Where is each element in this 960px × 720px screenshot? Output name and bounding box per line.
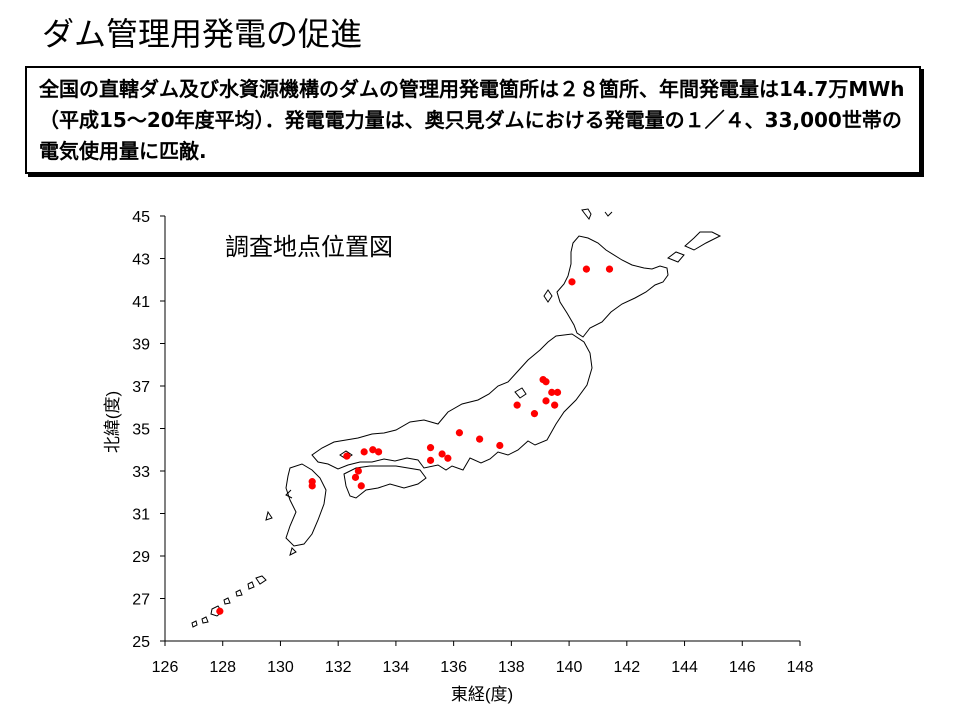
y-axis-label: 北緯(度) xyxy=(103,391,122,453)
y-tick-label: 31 xyxy=(132,507,150,524)
dam-point xyxy=(568,278,576,286)
dam-point xyxy=(496,441,504,450)
dam-point xyxy=(354,467,362,475)
dam-point xyxy=(444,454,452,462)
dam-point xyxy=(360,448,368,456)
slide-title: ダム管理用発電の促進 xyxy=(42,15,363,53)
summary-text: 全国の直轄ダム及び水資源機構のダムの管理用発電箇所は２８箇所、年間発電量は14.… xyxy=(39,77,905,163)
dam-point xyxy=(216,607,224,615)
chart-title: 調査地点位置図 xyxy=(225,234,393,261)
chart-axes: 126 128 130 132 134 136 138 140 142 144 146 148 25 27… xyxy=(132,209,813,676)
data-points xyxy=(216,265,614,615)
japan-coastline xyxy=(191,208,722,628)
x-tick-label: 134 xyxy=(383,659,410,676)
dam-point xyxy=(343,452,351,460)
x-tick-label: 126 xyxy=(152,659,179,676)
y-tick-label: 43 xyxy=(132,252,150,269)
dam-point xyxy=(455,429,464,437)
dam-point xyxy=(426,456,435,464)
x-tick-label: 142 xyxy=(613,659,640,676)
x-tick-label: 132 xyxy=(325,659,352,676)
x-tick-label: 138 xyxy=(498,659,525,676)
x-tick-label: 128 xyxy=(209,659,236,676)
dam-point xyxy=(513,401,521,409)
dam-point xyxy=(542,397,550,405)
summary-box: 全国の直轄ダム及び水資源機構のダムの管理用発電箇所は２８箇所、年間発電量は14.… xyxy=(25,66,921,174)
dam-point xyxy=(369,446,377,454)
y-tick-label: 45 xyxy=(132,209,150,226)
x-tick-label: 130 xyxy=(267,659,294,676)
y-tick-label: 39 xyxy=(132,337,150,354)
dam-point xyxy=(438,450,446,458)
dam-point xyxy=(374,448,383,456)
x-tick-label: 140 xyxy=(556,659,583,676)
y-tick-label: 37 xyxy=(132,379,150,396)
x-tick-label: 146 xyxy=(729,659,756,676)
dam-point xyxy=(605,265,614,273)
dam-point xyxy=(530,410,539,418)
dam-point xyxy=(426,444,435,452)
dam-point xyxy=(308,482,316,490)
y-tick-label: 35 xyxy=(132,422,150,439)
x-tick-label: 148 xyxy=(787,659,814,676)
dam-point xyxy=(542,378,550,386)
dam-point xyxy=(548,388,556,396)
y-tick-label: 27 xyxy=(132,592,150,609)
dam-point xyxy=(351,473,360,481)
dam-point xyxy=(357,482,365,490)
dam-point xyxy=(582,265,591,273)
dam-point xyxy=(551,401,559,409)
x-tick-label: 136 xyxy=(440,659,467,676)
y-tick-label: 41 xyxy=(132,294,150,311)
x-tick-label: 144 xyxy=(671,659,698,676)
x-axis-label: 東経(度) xyxy=(451,685,513,704)
y-tick-label: 33 xyxy=(132,464,150,481)
y-tick-label: 25 xyxy=(132,634,150,651)
dam-point xyxy=(476,435,484,443)
y-tick-label: 29 xyxy=(132,549,150,566)
dam-point xyxy=(553,388,562,396)
